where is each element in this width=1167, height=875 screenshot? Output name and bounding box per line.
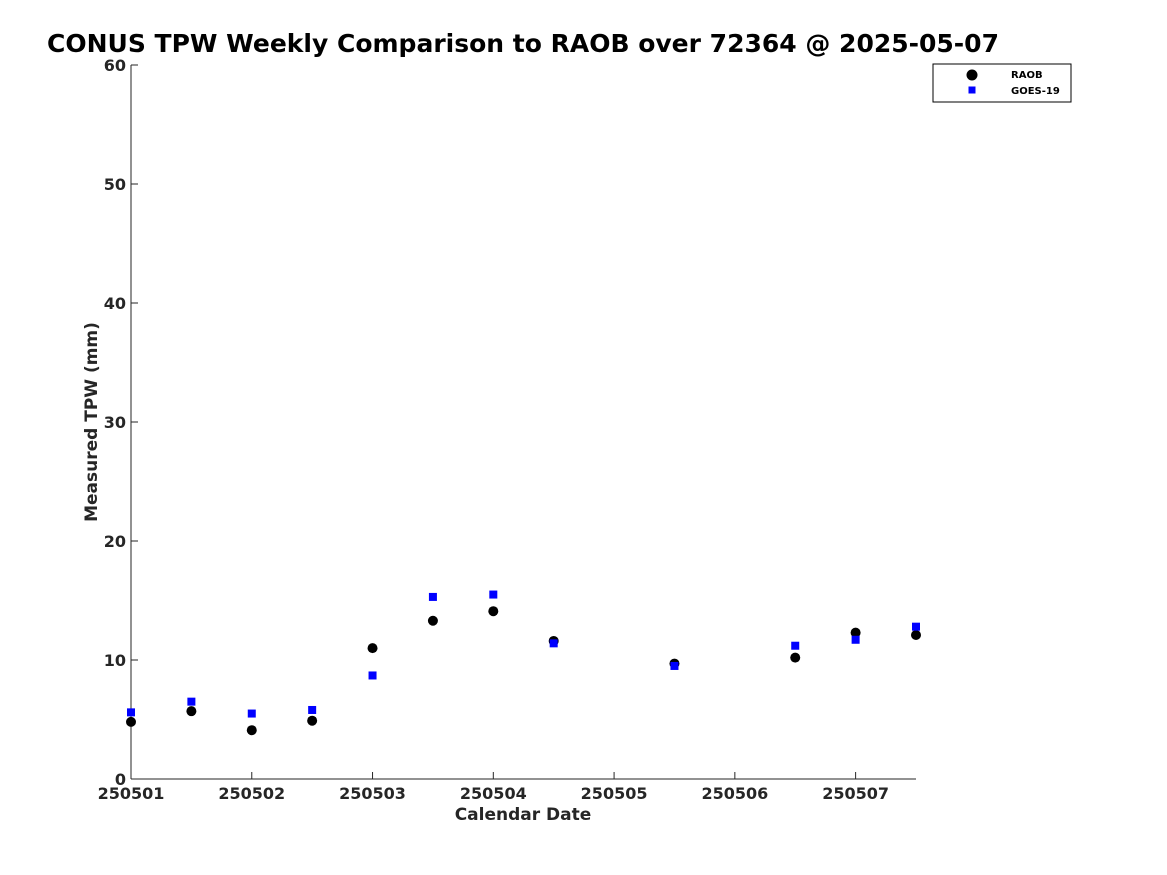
x-tick-label: 250504: [460, 784, 527, 803]
data-point-goes19: [912, 622, 920, 631]
x-tick-label: 250505: [581, 784, 648, 803]
x-tick-label: 250506: [701, 784, 768, 803]
chart-title: CONUS TPW Weekly Comparison to RAOB over…: [47, 29, 999, 58]
y-tick-label: 40: [104, 294, 126, 313]
legend-label-raob: RAOB: [1011, 70, 1043, 81]
data-point-raob: [307, 715, 318, 726]
data-point-raob: [126, 716, 136, 727]
legend-marker-goes19: [968, 86, 976, 94]
x-axis-label: Calendar Date: [455, 805, 592, 825]
x-tick-label: 250502: [218, 784, 285, 803]
data-point-goes19: [851, 635, 860, 644]
x-tick-label: 250507: [822, 784, 889, 803]
data-point-goes19: [368, 671, 377, 680]
data-point-raob: [186, 706, 197, 717]
data-point-goes19: [549, 639, 558, 648]
data-point-raob: [427, 615, 438, 626]
legend-label-goes19: GOES-19: [1011, 86, 1060, 97]
x-tick-label: 250501: [98, 784, 165, 803]
legend-marker-raob: [966, 69, 978, 81]
data-point-raob: [246, 725, 257, 736]
legend-box: [932, 63, 1072, 103]
data-point-raob: [850, 627, 861, 638]
y-tick-label: 20: [104, 532, 126, 551]
data-point-goes19: [187, 697, 196, 706]
data-point-raob: [911, 630, 921, 641]
data-point-goes19: [489, 590, 498, 599]
data-point-raob: [367, 643, 378, 654]
data-point-goes19: [308, 705, 317, 714]
data-point-raob: [790, 652, 801, 663]
plot-area: 0 10 20 30 40 50 60 250501 250502 250503 250504 250…: [98, 56, 921, 803]
y-tick-label: 60: [104, 56, 126, 75]
legend: RAOB GOES-19: [932, 63, 1072, 103]
data-point-goes19: [670, 661, 679, 670]
y-tick-label: 50: [104, 175, 126, 194]
data-point-goes19: [247, 709, 256, 718]
data-point-goes19: [127, 708, 135, 717]
data-point-goes19: [791, 641, 800, 650]
data-point-goes19: [428, 592, 437, 601]
y-tick-label: 10: [104, 651, 126, 670]
x-tick-label: 250503: [339, 784, 406, 803]
y-axis-label: Measured TPW (mm): [82, 322, 102, 522]
y-tick-label: 0: [115, 770, 126, 789]
data-point-raob: [488, 606, 499, 617]
y-tick-label: 30: [104, 413, 126, 432]
